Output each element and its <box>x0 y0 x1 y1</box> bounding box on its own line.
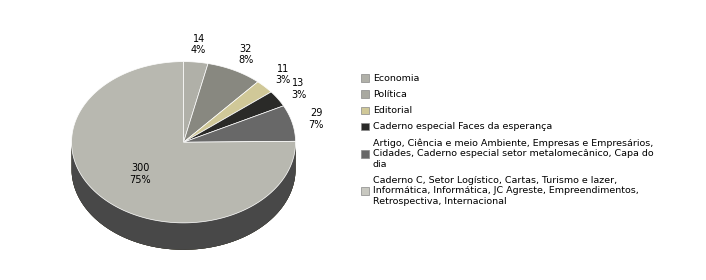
Legend: Economia, Política, Editorial, Caderno especial Faces da esperança, Artigo, Ciên: Economia, Política, Editorial, Caderno e… <box>358 71 657 209</box>
Polygon shape <box>184 64 258 142</box>
Text: 32
8%: 32 8% <box>238 44 253 66</box>
Polygon shape <box>72 144 296 250</box>
Polygon shape <box>71 145 295 250</box>
Polygon shape <box>184 106 296 142</box>
Text: 300
75%: 300 75% <box>129 163 151 185</box>
Text: 14
4%: 14 4% <box>191 34 206 55</box>
Polygon shape <box>184 92 284 142</box>
Polygon shape <box>72 143 296 250</box>
Polygon shape <box>184 82 271 142</box>
Text: 11
3%: 11 3% <box>275 64 290 85</box>
Polygon shape <box>71 144 295 250</box>
Polygon shape <box>71 144 296 250</box>
Text: 13
3%: 13 3% <box>291 78 306 100</box>
Polygon shape <box>184 62 208 142</box>
Text: 29
7%: 29 7% <box>309 108 324 130</box>
Polygon shape <box>71 62 296 223</box>
